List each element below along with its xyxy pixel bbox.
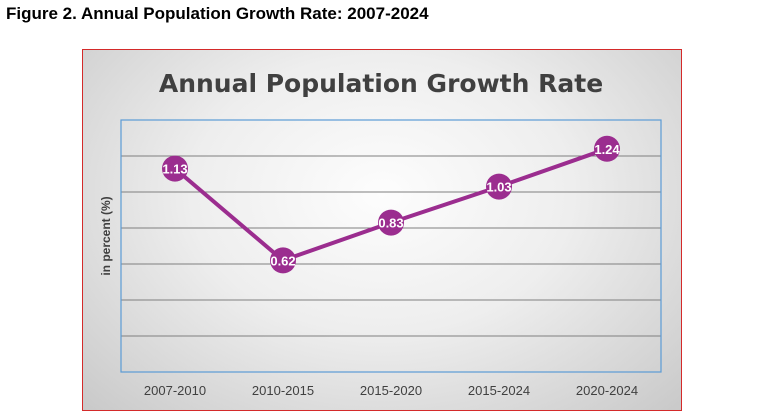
data-label: 1.24 — [594, 142, 620, 157]
x-tick-label: 2015-2020 — [360, 383, 422, 398]
series-line — [173, 146, 608, 263]
data-point-marker — [486, 173, 512, 200]
chart-title: Annual Population Growth Rate — [159, 69, 603, 98]
data-point-marker — [162, 155, 188, 182]
x-tick-label: 2020-2024 — [576, 383, 638, 398]
data-point-marker — [594, 135, 620, 162]
plot-area — [120, 119, 662, 373]
data-label: 0.62 — [270, 253, 295, 268]
x-tick-label: 2015-2024 — [468, 383, 530, 398]
data-point-marker — [270, 247, 296, 274]
x-tick-label: 2007-2010 — [144, 383, 206, 398]
data-point-marker — [378, 209, 404, 236]
series-layer: 1.13 0.62 0.83 1.03 1.24 — [162, 135, 620, 274]
line-chart: Annual Population Growth Rate in percent… — [99, 69, 662, 398]
data-label: 0.83 — [378, 216, 403, 231]
y-axis-label: in percent (%) — [99, 196, 113, 275]
x-tick-label: 2010-2015 — [252, 383, 314, 398]
x-axis-labels: 2007-2010 2010-2015 2015-2020 2015-2024 2020… — [144, 383, 638, 398]
gridlines — [121, 155, 661, 337]
data-label: 1.13 — [162, 162, 187, 177]
data-label: 1.03 — [486, 180, 511, 195]
chart-frame: Annual Population Growth Rate in percent… — [82, 49, 682, 411]
figure-caption: Figure 2. Annual Population Growth Rate:… — [6, 4, 429, 23]
